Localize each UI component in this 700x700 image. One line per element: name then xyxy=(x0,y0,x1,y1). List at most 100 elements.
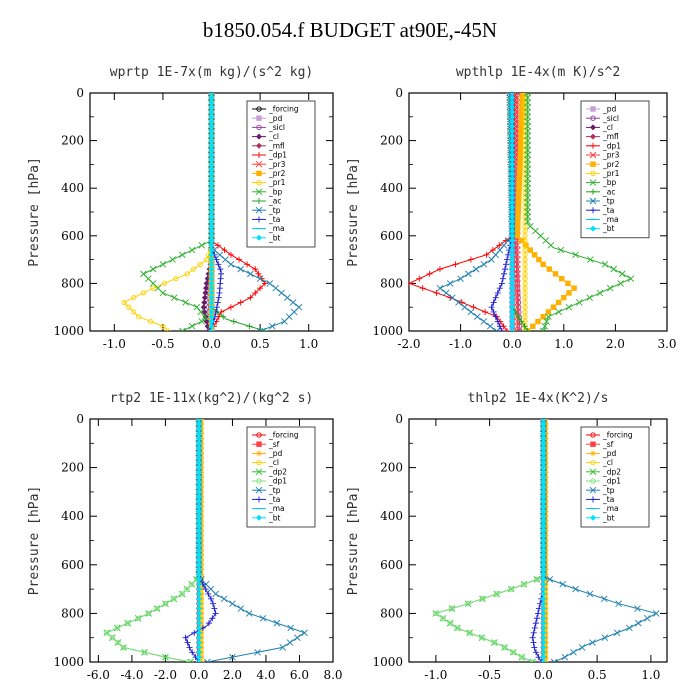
wprtp-point-bt xyxy=(208,132,215,139)
rtp2-point-dp1 xyxy=(109,635,115,641)
wpthlp-point-pr2 xyxy=(517,161,523,168)
wpthlp-ytick-label: 200 xyxy=(380,134,403,148)
wprtp-xtick-label: -0.5 xyxy=(151,337,174,351)
wprtp-legend-label: _mfl xyxy=(268,141,285,150)
thlp2-point-bt xyxy=(540,419,547,422)
wprtp-point-bt xyxy=(208,299,215,306)
wprtp-point-bt xyxy=(208,318,215,325)
wpthlp-legend: _pd_sicl_cl_mfl_dp1_pr3_pr2_pr1_bp_ac_tp… xyxy=(580,100,650,239)
thlp2-legend-marker xyxy=(589,486,597,494)
wpthlp-point-bt xyxy=(509,142,516,149)
wprtp-point-bp xyxy=(198,318,206,325)
wprtp-point-pr1 xyxy=(140,290,147,296)
rtp2-point-bt xyxy=(195,556,202,563)
rtp2-point-bt xyxy=(195,624,202,631)
wprtp-xtick-label: 1.0 xyxy=(299,337,318,351)
wpthlp-point-bt xyxy=(509,313,516,320)
thlp2-point-ta xyxy=(535,610,541,617)
wpthlp-point-bp xyxy=(586,294,593,301)
rtp2-point-bt xyxy=(195,420,202,427)
rtp2-legend-marker xyxy=(255,468,263,476)
wpthlp-point-pr2 xyxy=(527,247,533,253)
rtp2-legend-marker xyxy=(256,432,262,438)
wprtp-ytick-label: 0 xyxy=(76,86,84,100)
thlp2-point-tp xyxy=(643,614,651,622)
wpthlp-point-bp xyxy=(524,180,531,187)
rtp2-point-tp xyxy=(212,590,220,598)
wpthlp-point-pr2 xyxy=(571,285,577,291)
wpthlp-point-bt xyxy=(509,304,516,311)
thlp2-point-tp xyxy=(540,419,547,423)
wpthlp-point-pr3 xyxy=(514,289,521,297)
wprtp-point-bt xyxy=(208,308,215,315)
rtp2-point-tp xyxy=(237,605,245,612)
wpthlp-point-pr2 xyxy=(552,271,559,277)
wpthlp-legend-label: _bp xyxy=(602,178,617,187)
rtp2-point-tp xyxy=(220,595,228,603)
rtp2-point-ta xyxy=(210,600,217,607)
wpthlp-point-bt xyxy=(509,128,516,135)
rtp2-point-tp xyxy=(229,653,236,661)
wpthlp-point-pr2 xyxy=(536,256,542,263)
rtp2-ytick-label: 200 xyxy=(61,461,84,475)
wpthlp-point-ta xyxy=(498,280,505,287)
thlp2-legend-label: _forcing xyxy=(602,431,633,440)
wprtp-point-tp xyxy=(237,265,244,273)
wprtp-point-dp1 xyxy=(255,270,262,277)
wprtp-series-dp1 xyxy=(211,93,266,331)
wpthlp-point-pr3 xyxy=(514,94,521,102)
thlp2-ytick-label: 200 xyxy=(380,461,403,475)
thlp2-point-bt xyxy=(540,488,547,495)
wprtp-legend-label: _pd xyxy=(268,114,283,123)
thlp2-point-bt xyxy=(540,522,547,529)
rtp2-point-ta xyxy=(184,639,191,646)
rtp2-point-ta xyxy=(207,595,214,602)
wpthlp-point-bp xyxy=(524,123,531,130)
wprtp-legend-label: _forcing xyxy=(268,105,299,114)
wprtp-point-dp1 xyxy=(252,266,259,273)
thlp2-point-bt xyxy=(540,659,547,662)
wpthlp-point-bt xyxy=(509,213,516,220)
wprtp-point-pr1 xyxy=(131,295,137,301)
thlp2-point-bt xyxy=(540,595,547,602)
wpthlp-point-pr2 xyxy=(540,314,546,320)
wpthlp-legend-marker xyxy=(589,151,597,159)
wpthlp-legend-label: _pd xyxy=(602,105,617,114)
wpthlp-title: wpthlp 1E-4x(m K)/s^2 xyxy=(456,65,620,80)
wprtp-point-bt xyxy=(208,237,215,244)
wpthlp-point-pr2 xyxy=(555,299,562,306)
wpthlp-point-pr2 xyxy=(531,252,538,258)
wpthlp-point-ta xyxy=(504,256,511,263)
wprtp-point-cl xyxy=(200,304,207,311)
wpthlp-legend-marker xyxy=(590,188,596,195)
rtp2-point-bt xyxy=(195,518,202,525)
rtp2-point-ta xyxy=(212,610,219,617)
wpthlp-point-tp xyxy=(480,261,488,268)
wpthlp-point-bt xyxy=(509,237,516,244)
thlp2-xtick-label: 0.0 xyxy=(534,668,553,682)
wpthlp-point-pr3 xyxy=(514,93,521,97)
wpthlp-point-bp xyxy=(547,242,555,249)
wprtp-point-bt xyxy=(208,142,215,149)
wprtp-point-bt xyxy=(208,209,215,215)
wprtp-point-pr1 xyxy=(191,266,197,272)
wpthlp-point-pr2 xyxy=(515,214,521,220)
wprtp-point-bt xyxy=(208,261,215,268)
wpthlp-legend-marker xyxy=(590,106,596,112)
wpthlp-point-bt xyxy=(509,285,516,292)
thlp2-legend-label: _dp2 xyxy=(602,467,621,476)
wpthlp-point-tp xyxy=(480,318,488,325)
wprtp-point-bp xyxy=(201,313,209,321)
rtp2-point-ta xyxy=(211,605,218,612)
wprtp-legend-marker xyxy=(256,124,262,131)
thlp2-point-tp xyxy=(634,605,641,612)
rtp2-point-bt xyxy=(195,435,202,442)
wpthlp-point-bt xyxy=(509,199,516,206)
rtp2-point-bt xyxy=(195,586,202,593)
wprtp-point-bt xyxy=(208,185,215,192)
rtp2-point-ta xyxy=(189,649,196,656)
rtp2-point-dp1 xyxy=(146,610,152,617)
wprtp-point-pr1 xyxy=(126,304,132,310)
rtp2-legend-marker xyxy=(256,450,262,457)
wprtp-point-bp xyxy=(188,246,196,254)
